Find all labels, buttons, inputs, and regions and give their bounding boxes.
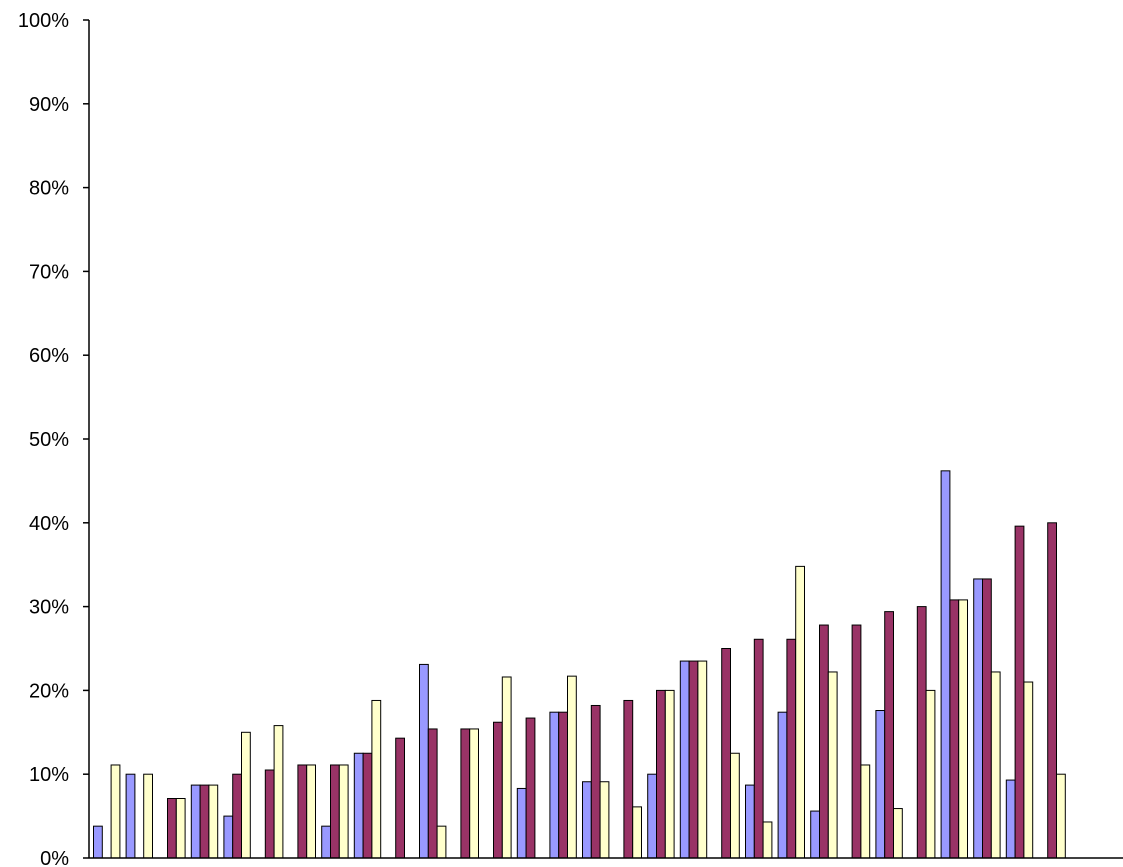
bar-series-3 xyxy=(436,825,447,859)
y-tick-label: 20% xyxy=(29,680,69,702)
bar-series-2 xyxy=(688,660,699,859)
bar-series-3 xyxy=(306,764,317,859)
bar-series-3 xyxy=(208,784,219,859)
bar-series-2 xyxy=(851,624,862,859)
bar-series-3 xyxy=(110,764,121,859)
bar-series-1 xyxy=(93,825,103,859)
y-axis-tick-labels: 0% 10% 20% 30% 40% 50% 60% 70% 80% 90% 100% xyxy=(18,10,69,867)
y-tick-label: 80% xyxy=(29,178,69,200)
y-axis-ticks xyxy=(83,19,89,859)
bar-series-2 xyxy=(982,578,992,859)
y-tick-label: 100% xyxy=(18,10,69,32)
bar-series-1 xyxy=(125,773,136,859)
y-tick-label: 0% xyxy=(40,848,69,867)
bar-series-1 xyxy=(223,815,234,859)
bar-series-1 xyxy=(353,752,364,859)
bar-series-3 xyxy=(1023,681,1034,859)
bar-series-2 xyxy=(623,699,634,859)
bar-series-3 xyxy=(501,676,512,859)
y-tick-label: 90% xyxy=(29,94,69,116)
bar-series-2 xyxy=(884,611,895,859)
bar-series-2 xyxy=(297,764,308,859)
bar-series-1 xyxy=(549,711,560,859)
bar-series-1 xyxy=(875,710,886,859)
bar-series-1 xyxy=(940,470,951,859)
y-tick-label: 50% xyxy=(29,429,69,451)
bar-series-1 xyxy=(973,578,984,859)
bar-series-2 xyxy=(362,752,373,859)
bar-series-3 xyxy=(143,773,153,859)
bar-series-2 xyxy=(786,638,797,859)
bar-series-3 xyxy=(599,781,610,859)
bar-series-1 xyxy=(647,773,658,859)
bar-series-3 xyxy=(632,806,643,859)
bar-series-2 xyxy=(558,711,569,859)
bar-series-2 xyxy=(916,606,927,859)
bar-series-3 xyxy=(697,660,708,859)
bar-series-2 xyxy=(525,717,536,859)
bars xyxy=(93,470,1066,859)
bar-series-3 xyxy=(175,798,186,859)
bar-series-2 xyxy=(330,764,340,859)
bar-series-3 xyxy=(1056,773,1066,859)
bar-series-1 xyxy=(1005,779,1016,859)
bar-series-2 xyxy=(1047,522,1057,859)
bar-series-3 xyxy=(469,728,480,859)
bar-series-3 xyxy=(827,671,838,859)
bar-series-2 xyxy=(232,773,242,859)
bar-series-2 xyxy=(590,704,601,859)
bar-series-1 xyxy=(516,787,527,859)
bar-series-3 xyxy=(795,565,806,859)
bar-series-2 xyxy=(753,638,764,859)
bar-series-1 xyxy=(419,663,429,859)
bar-series-1 xyxy=(679,660,690,859)
bar-series-2 xyxy=(199,784,210,859)
bar-series-3 xyxy=(664,689,675,859)
bar-series-2 xyxy=(427,728,438,859)
y-tick-label: 40% xyxy=(29,513,69,535)
bar-series-3 xyxy=(730,752,740,859)
bar-series-3 xyxy=(567,675,577,859)
bar-series-2 xyxy=(949,599,960,859)
bar-series-1 xyxy=(582,781,592,859)
bar-series-2 xyxy=(1014,525,1025,859)
y-tick-label: 70% xyxy=(29,261,69,283)
bar-series-2 xyxy=(493,721,503,859)
bar-series-3 xyxy=(762,821,773,859)
bar-series-1 xyxy=(321,825,332,859)
bar-series-2 xyxy=(264,769,275,859)
bar-series-2 xyxy=(656,689,666,859)
bar-series-1 xyxy=(190,784,201,859)
bar-series-2 xyxy=(721,648,732,859)
bar-series-3 xyxy=(241,731,251,859)
bar-series-3 xyxy=(273,725,284,859)
bar-series-3 xyxy=(958,599,969,859)
bar-series-2 xyxy=(460,728,471,859)
bar-series-3 xyxy=(893,808,903,859)
y-tick-label: 60% xyxy=(29,345,69,367)
bar-series-1 xyxy=(745,784,755,859)
bar-series-2 xyxy=(167,798,177,859)
bar-series-3 xyxy=(925,689,936,859)
bar-series-2 xyxy=(395,737,406,859)
bar-series-1 xyxy=(810,810,821,859)
bar-series-3 xyxy=(338,764,349,859)
bar-series-1 xyxy=(777,711,788,859)
bar-series-3 xyxy=(371,699,382,859)
bar-series-3 xyxy=(990,671,1001,859)
y-tick-label: 30% xyxy=(29,597,69,619)
bar-series-3 xyxy=(860,764,871,859)
bar-series-2 xyxy=(819,624,829,859)
y-tick-label: 10% xyxy=(29,764,69,786)
